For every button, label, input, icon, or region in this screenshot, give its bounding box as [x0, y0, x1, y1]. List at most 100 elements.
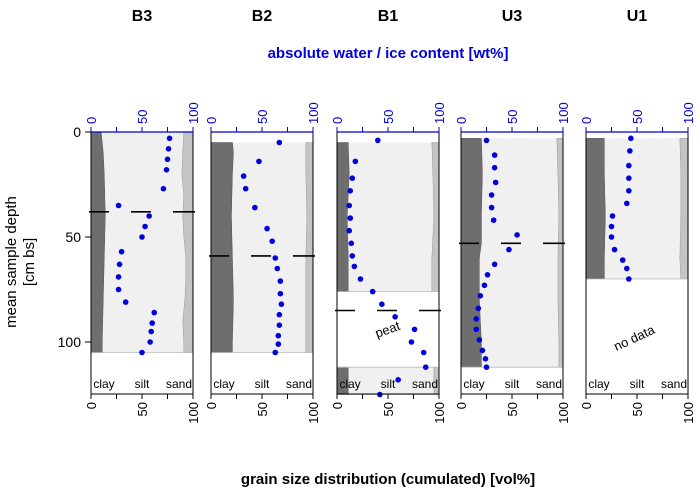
water-point [626, 175, 632, 181]
panel-b2: B2 clay silt sand 0 50 100 0 50 100 [204, 8, 321, 424]
panel-u3: U3 clay silt sand 0 50 100 0 50 100 [454, 8, 571, 424]
class-label-sand: sand [536, 377, 562, 391]
panel-title: B1 [378, 8, 399, 25]
class-label-sand: sand [286, 377, 312, 391]
water-point [351, 263, 358, 270]
water-point [115, 274, 122, 280]
class-label-silt: silt [255, 377, 270, 391]
bottom-tick-label: 0 [330, 402, 345, 409]
water-point [476, 337, 483, 343]
water-point [609, 213, 616, 219]
water-point [240, 173, 247, 179]
water-point [514, 232, 520, 238]
water-point [277, 278, 284, 284]
bottom-tick-label: 100 [432, 402, 447, 424]
top-tick-label: 100 [306, 102, 321, 124]
top-tick-label: 100 [681, 102, 696, 124]
water-point [481, 282, 488, 289]
water-point [482, 356, 489, 362]
bottom-axis-label: grain size distribution (cumulated) [vol… [241, 471, 535, 488]
bottom-tick-label: 50 [255, 402, 270, 416]
bottom-tick-label: 0 [579, 402, 594, 409]
top-tick-label: 100 [186, 102, 201, 124]
class-label-sand: sand [166, 377, 192, 391]
bottom-tick-label: 50 [135, 402, 150, 416]
sand-area [679, 138, 689, 280]
water-point [149, 320, 155, 326]
silt-area [91, 132, 193, 353]
gap-area [337, 291, 439, 368]
water-point [395, 377, 402, 383]
top-tick-label: 0 [204, 117, 219, 124]
water-point [118, 248, 125, 255]
y-tick-label: 50 [65, 229, 81, 245]
water-point [491, 152, 498, 158]
water-point [347, 215, 354, 221]
water-point [275, 341, 282, 347]
water-point [242, 185, 249, 192]
y-axis-title-line: mean sample depth [3, 196, 20, 328]
water-point [276, 311, 283, 318]
bottom-tick-label: 100 [306, 402, 321, 424]
water-point [379, 301, 385, 308]
top-tick-label: 50 [255, 110, 270, 124]
top-tick-label: 0 [579, 117, 594, 124]
class-label-clay: clay [588, 377, 609, 391]
sand-area [305, 142, 314, 353]
water-point [277, 290, 284, 297]
water-point [488, 204, 495, 211]
bottom-tick-label: 0 [84, 402, 99, 409]
water-point [483, 364, 490, 371]
water-point [349, 253, 356, 259]
top-tick-label: 50 [135, 110, 150, 124]
class-label-silt: silt [505, 377, 520, 391]
water-point [272, 349, 279, 356]
y-tick-label: 0 [73, 124, 81, 140]
water-point [488, 192, 495, 198]
water-point [420, 349, 427, 356]
water-point [139, 234, 145, 240]
bottom-tick-label: 0 [454, 402, 469, 409]
clay-area [585, 138, 606, 280]
water-point [491, 164, 498, 171]
top-tick-label: 0 [454, 117, 469, 124]
panel-title: B3 [132, 8, 153, 25]
top-tick-label: 100 [556, 102, 571, 124]
water-point [139, 349, 145, 356]
water-point [626, 188, 632, 194]
water-point [619, 257, 626, 263]
top-tick-label: 100 [432, 102, 447, 124]
bottom-tick-label: 50 [381, 402, 396, 416]
water-point [276, 139, 283, 146]
water-point [624, 200, 630, 207]
water-point [349, 175, 356, 181]
water-point [477, 293, 484, 299]
water-point [148, 328, 154, 335]
water-point [484, 272, 491, 278]
top-tick-label: 50 [381, 110, 396, 124]
bottom-tick-label: 0 [204, 402, 219, 409]
water-point [475, 305, 482, 312]
top-tick-label: 50 [630, 110, 645, 124]
class-label-silt: silt [630, 377, 645, 391]
top-axis-label: absolute water / ice content [wt%] [268, 45, 509, 62]
water-point [348, 240, 355, 247]
class-label-silt: silt [135, 377, 150, 391]
water-point [346, 202, 353, 209]
water-point [506, 246, 512, 253]
water-point [628, 135, 634, 142]
bottom-tick-label: 50 [505, 402, 520, 416]
water-point [608, 223, 615, 230]
class-label-silt: silt [381, 377, 396, 391]
water-point [146, 213, 152, 219]
water-point [256, 158, 262, 165]
class-label-clay: clay [93, 377, 114, 391]
y-tick-label: 100 [58, 334, 82, 350]
top-tick-label: 0 [330, 117, 345, 124]
bottom-tick-label: 100 [556, 402, 571, 424]
water-point [627, 148, 633, 154]
